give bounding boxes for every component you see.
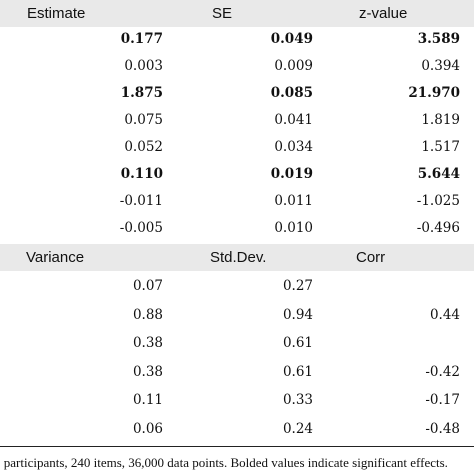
cell-z: 1.517: [421, 139, 460, 155]
table-row: 0.052 0.034 1.517: [0, 135, 474, 161]
cell-sd: 0.24: [282, 420, 313, 437]
table-row: -0.005 0.010 -0.496: [0, 216, 474, 242]
cell-estimate: 0.075: [124, 112, 163, 128]
fixed-effects-header: Estimate SE z-value: [0, 0, 474, 27]
cell-se: 0.019: [270, 166, 313, 182]
cell-sd: 0.61: [282, 335, 313, 351]
cell-estimate: -0.011: [119, 193, 163, 209]
cell-estimate: 1.875: [120, 85, 163, 101]
table-row: 0.177 0.049 3.589: [0, 27, 474, 53]
header-estimate: Estimate: [27, 5, 86, 22]
cell-corr: -0.17: [425, 392, 460, 408]
cell-se: 0.010: [274, 220, 313, 236]
cell-sd: 0.27: [282, 278, 313, 294]
cell-se: 0.009: [274, 58, 313, 74]
cell-estimate: 0.110: [120, 166, 163, 182]
cell-sd: 0.33: [282, 392, 313, 408]
cell-z: 3.589: [417, 31, 460, 47]
cell-estimate: 0.052: [124, 139, 163, 155]
header-z-value: z-value: [359, 5, 408, 22]
cell-variance: 0.38: [132, 363, 163, 380]
cell-estimate: 0.177: [120, 31, 163, 47]
table-row: 0.88 0.94 0.44: [0, 303, 474, 329]
random-effects-header: Variance Std.Dev. Corr: [0, 244, 474, 271]
table-row: -0.011 0.011 -1.025: [0, 189, 474, 215]
cell-estimate: -0.005: [119, 220, 163, 236]
cell-z: 0.394: [421, 58, 460, 74]
table-row: 1.875 0.085 21.970: [0, 81, 474, 107]
cell-z: 1.819: [421, 112, 460, 128]
cell-variance: 0.07: [132, 278, 163, 294]
cell-se: 0.085: [270, 85, 313, 101]
cell-z: 5.644: [417, 166, 460, 182]
cell-se: 0.049: [270, 31, 313, 47]
cell-variance: 0.38: [132, 335, 163, 351]
header-variance: Variance: [26, 249, 85, 266]
cell-variance: 0.11: [132, 392, 163, 408]
cell-variance: 0.06: [132, 420, 163, 437]
cell-z: -1.025: [416, 193, 460, 209]
table-row: 0.003 0.009 0.394: [0, 54, 474, 80]
cell-corr: -0.48: [425, 420, 460, 437]
table-row: 0.38 0.61: [0, 331, 474, 357]
table-row: 0.110 0.019 5.644: [0, 162, 474, 188]
cell-sd: 0.94: [282, 306, 313, 323]
table-row: 0.38 0.61 -0.42: [0, 360, 474, 386]
cell-z: 21.970: [408, 85, 460, 101]
table-row: 0.11 0.33 -0.17: [0, 388, 474, 414]
cell-sd: 0.61: [282, 363, 313, 380]
cell-z: -0.496: [416, 220, 460, 236]
cell-se: 0.041: [274, 112, 313, 128]
header-std-dev: Std.Dev.: [210, 249, 267, 266]
table-bottom-rule: [0, 446, 474, 447]
table-row: 0.075 0.041 1.819: [0, 108, 474, 134]
header-corr: Corr: [356, 249, 386, 266]
header-se: SE: [212, 5, 233, 22]
cell-se: 0.034: [274, 139, 313, 155]
table-row: 0.06 0.24 -0.48: [0, 417, 474, 443]
table-note: 0 participants, 240 items, 36,000 data p…: [0, 455, 448, 470]
cell-corr: 0.44: [429, 306, 460, 323]
cell-corr: -0.42: [425, 363, 460, 380]
cell-estimate: 0.003: [124, 58, 163, 74]
cell-se: 0.011: [274, 193, 313, 209]
table-row: 0.07 0.27: [0, 274, 474, 300]
cell-variance: 0.88: [132, 306, 163, 323]
